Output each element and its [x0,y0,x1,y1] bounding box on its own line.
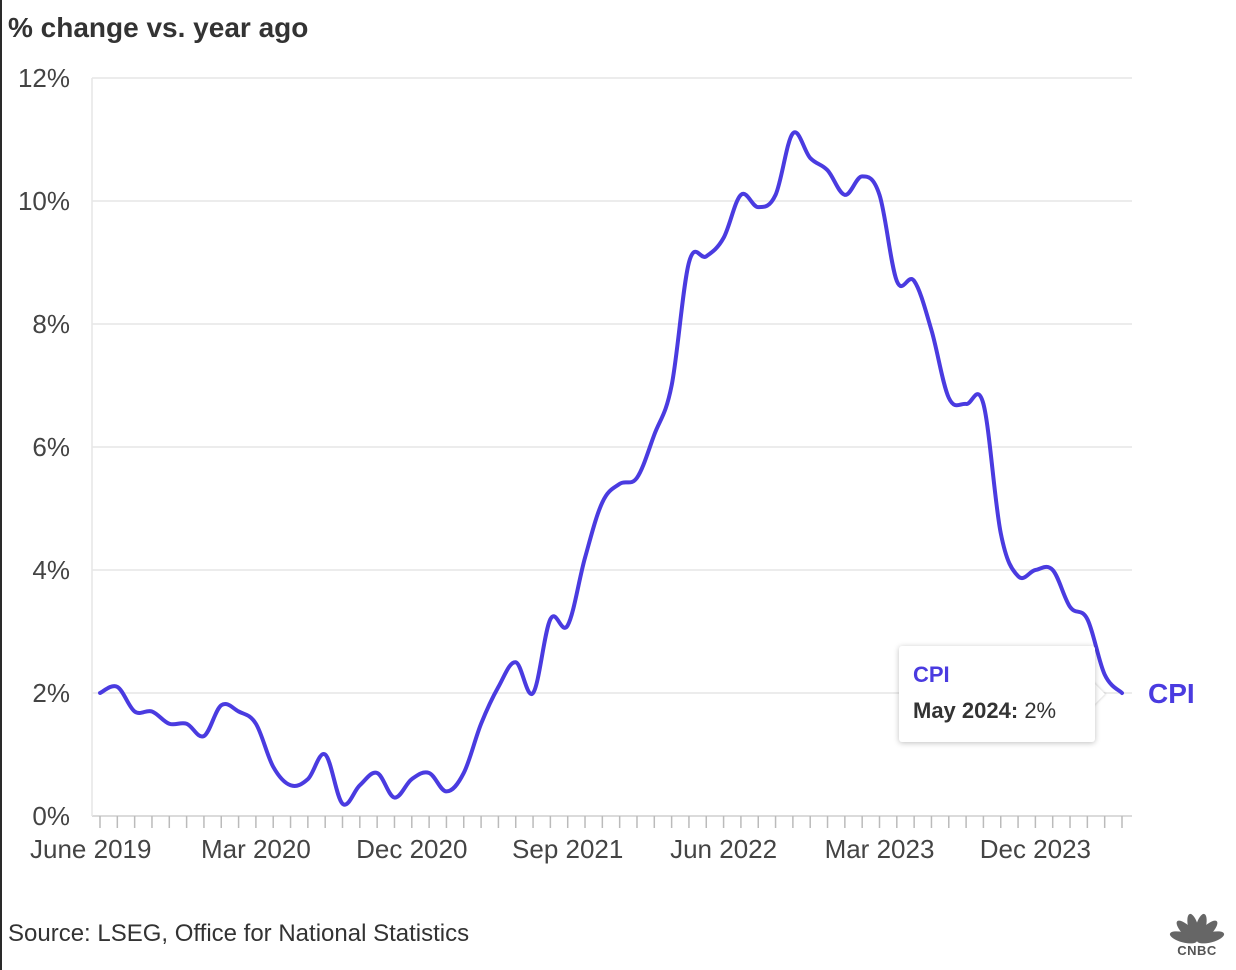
tooltip-value-line: May 2024: 2% [913,698,1056,724]
tooltip-date: May 2024: [913,698,1019,723]
peacock-icon [1169,913,1225,944]
line-chart: 0% 2% 4% 6% 8% 10% 12% June 2019 Mar 2020 Dec 20… [18,63,1195,864]
series-labels: CPI [1148,678,1195,709]
y-tick-label: 0% [32,801,70,831]
x-tick-label: Mar 2023 [825,834,935,864]
y-tick-label: 4% [32,555,70,585]
tooltip-series: CPI [913,662,950,687]
x-tick-label: Dec 2023 [980,834,1091,864]
logo-text: CNBC [1177,943,1217,958]
chart-subtitle: % change vs. year ago [8,12,309,43]
tooltip-value: 2% [1024,698,1057,723]
tooltip-arrow [1093,682,1105,706]
x-axis-ticks: June 2019 Mar 2020 Dec 2020 Sep 2021 Jun 202… [30,816,1123,864]
x-tick-label: Dec 2020 [356,834,467,864]
y-tick-label: 2% [32,678,70,708]
source-note: Source: LSEG, Office for National Statis… [8,920,470,947]
y-tick-label: 8% [32,309,70,339]
x-tick-label: Jun 2022 [670,834,777,864]
series-layer [98,130,1124,807]
y-tick-label: 10% [18,186,70,216]
cpi-series-line [98,130,1124,807]
x-tick-label: June 2019 [30,834,151,864]
y-tick-label: 12% [18,63,70,93]
x-tick-label: Mar 2020 [201,834,311,864]
x-tick-label: Sep 2021 [512,834,623,864]
y-axis-ticks: 0% 2% 4% 6% 8% 10% 12% [18,63,70,831]
cnbc-logo: CNBC [1162,905,1232,960]
y-tick-label: 6% [32,432,70,462]
series-end-label: CPI [1148,678,1195,709]
frame-edge [0,0,2,970]
tooltip: CPI May 2024: 2% [899,646,1095,742]
